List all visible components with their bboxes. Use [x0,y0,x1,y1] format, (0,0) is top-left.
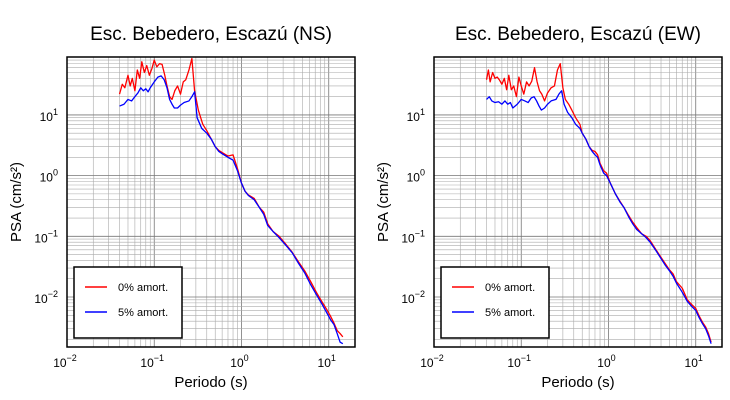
x-tick-label-ns-0: 10−2 [53,353,77,370]
legend-ew: 0% amort. 5% amort. [440,266,550,339]
x-tick-labels-ew: 10−2 10−1 100 101 [420,353,703,370]
plot-frame-ns [66,56,356,348]
series-line-ew-0 [485,62,712,343]
x-tick-label-ew-2: 100 [597,353,615,370]
legend-label-ew-1: 5% amort. [485,307,535,319]
x-axis-label-ns: Periodo (s) [174,374,247,391]
plot-frame-ew [433,56,723,348]
legend-box-ew [440,266,550,339]
x-tick-label-ns-1: 10−1 [140,353,164,370]
series-ew [485,62,712,344]
y-tick-label-ns-1: 10−1 [34,228,58,245]
x-tick-labels-ns: 10−2 10−1 100 101 [53,353,336,370]
y-tick-label-ns-2: 100 [40,168,58,185]
panel-ns: Esc. Bebedero, Escazú (NS) 10−2 10−1 100 10… [8,24,356,391]
legend-label-ns-0: 0% amort. [118,282,168,294]
legend-label-ew-0: 0% amort. [485,282,535,294]
legend-label-ns-1: 5% amort. [118,307,168,319]
chart-title-ns: Esc. Bebedero, Escazú (NS) [90,24,332,45]
y-tick-label-ns-3: 101 [40,107,58,124]
legend-ns: 0% amort. 5% amort. [73,266,183,339]
y-tick-label-ew-0: 10−2 [401,289,425,306]
x-tick-label-ew-3: 101 [685,353,703,370]
series-line-ns-1 [119,75,344,345]
x-tick-label-ew-0: 10−2 [420,353,444,370]
y-tick-labels-ns: 10−2 10−1 100 101 [34,107,58,306]
chart-title-ew: Esc. Bebedero, Escazú (EW) [455,24,701,45]
y-axis-label-ew: PSA (cm/s²) [375,162,392,242]
x-tick-label-ew-1: 10−1 [507,353,531,370]
x-tick-label-ns-3: 101 [318,353,336,370]
series-line-ew-1 [486,90,712,344]
y-axis-label-ns: PSA (cm/s²) [8,162,25,242]
y-tick-label-ew-1: 10−1 [401,228,425,245]
x-axis-label-ew: Periodo (s) [541,374,614,391]
panel-ew: Esc. Bebedero, Escazú (EW) 10−2 10−1 100 10… [375,24,723,391]
y-tick-labels-ew: 10−2 10−1 100 101 [401,107,425,306]
legend-box-ns [73,266,183,339]
x-tick-label-ns-2: 100 [230,353,248,370]
series-ns [118,57,344,345]
y-tick-label-ns-0: 10−2 [34,289,58,306]
y-tick-label-ew-2: 100 [407,168,425,185]
y-tick-label-ew-3: 101 [407,107,425,124]
